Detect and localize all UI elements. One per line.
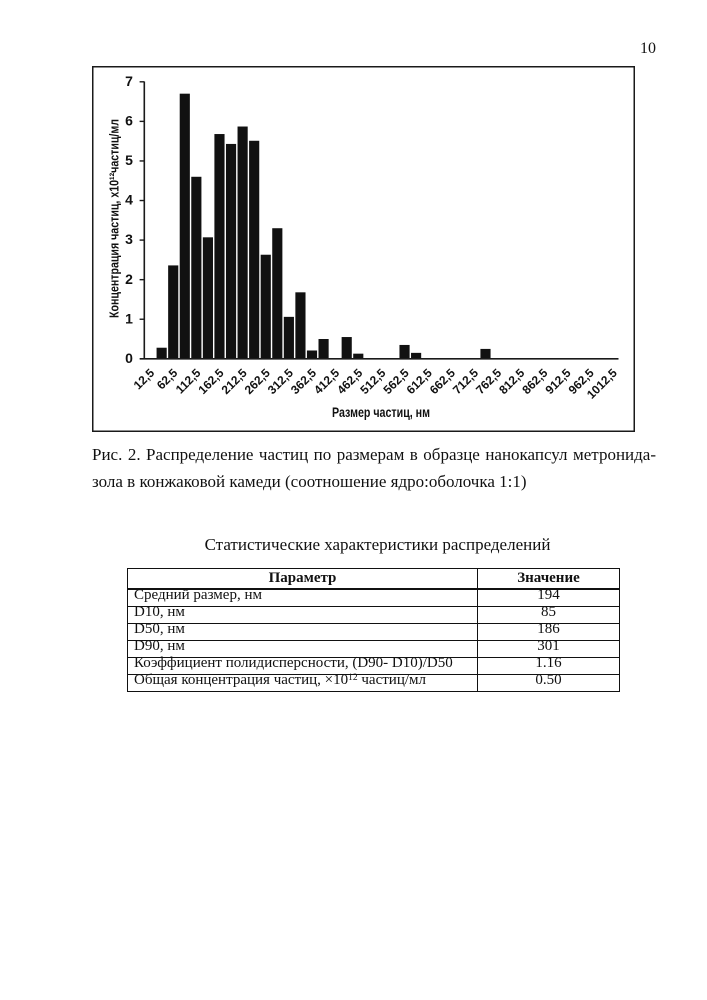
svg-text:1: 1 — [125, 310, 133, 326]
svg-text:0: 0 — [125, 350, 133, 366]
svg-text:5: 5 — [125, 152, 133, 168]
svg-text:Концентрация частиц, х10¹²част: Концентрация частиц, х10¹²частиц/мл — [107, 119, 122, 318]
svg-text:6: 6 — [125, 112, 133, 128]
svg-text:Размер частиц, нм: Размер частиц, нм — [332, 404, 430, 420]
svg-text:2: 2 — [125, 271, 133, 287]
svg-text:3: 3 — [125, 231, 133, 247]
svg-text:7: 7 — [125, 73, 133, 89]
svg-text:4: 4 — [125, 192, 133, 208]
